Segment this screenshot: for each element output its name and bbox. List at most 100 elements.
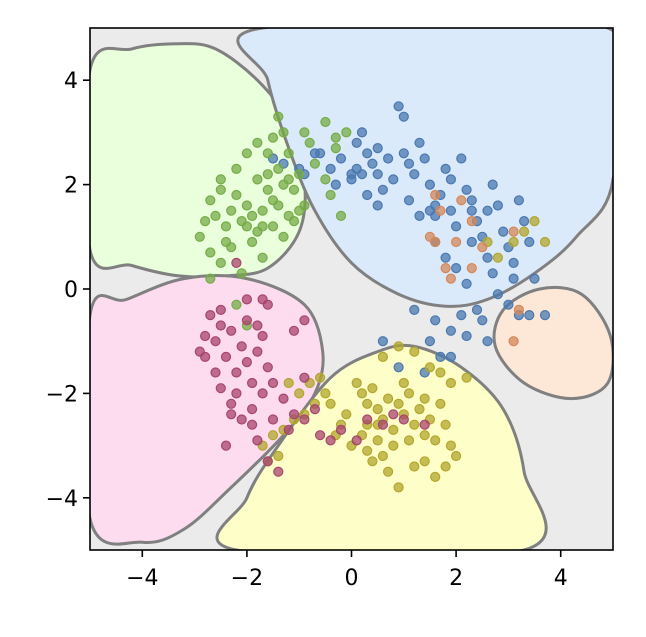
data-point-series-0 bbox=[356, 127, 368, 138]
data-point-series-4 bbox=[456, 195, 467, 206]
data-point-series-1 bbox=[236, 268, 247, 279]
x-tick-label: 4 bbox=[554, 566, 568, 591]
data-point-series-4 bbox=[430, 189, 441, 201]
data-point-series-0 bbox=[419, 153, 430, 164]
data-point-series-2 bbox=[388, 440, 399, 451]
data-point-series-1 bbox=[267, 221, 279, 232]
data-point-series-0 bbox=[330, 179, 341, 190]
data-point-series-2 bbox=[377, 351, 388, 362]
x-axis-ticks: −4 −2 0 2 4 bbox=[126, 550, 568, 591]
data-point-series-2 bbox=[508, 236, 519, 248]
data-point-series-3 bbox=[299, 414, 310, 425]
data-point-series-0 bbox=[451, 221, 462, 232]
data-point-series-1 bbox=[257, 221, 268, 232]
data-point-series-3 bbox=[288, 325, 300, 336]
data-point-series-3 bbox=[210, 336, 221, 347]
data-point-series-0 bbox=[335, 153, 347, 164]
data-point-series-0 bbox=[482, 205, 493, 216]
x-tick-label: 2 bbox=[449, 566, 463, 591]
data-point-series-0 bbox=[393, 101, 404, 112]
data-point-series-1 bbox=[283, 174, 294, 185]
data-point-series-1 bbox=[330, 143, 341, 154]
data-point-series-2 bbox=[393, 341, 404, 352]
data-point-series-3 bbox=[231, 388, 242, 399]
data-point-series-0 bbox=[477, 315, 488, 326]
y-tick-label: 4 bbox=[64, 69, 78, 94]
data-point-series-3 bbox=[398, 414, 409, 425]
data-point-series-4 bbox=[445, 273, 456, 284]
data-point-series-1 bbox=[226, 205, 237, 216]
data-point-series-0 bbox=[309, 148, 320, 159]
data-point-series-2 bbox=[430, 435, 441, 446]
data-point-series-0 bbox=[456, 310, 467, 321]
data-point-series-0 bbox=[456, 153, 467, 164]
data-point-series-2 bbox=[325, 398, 336, 409]
data-point-series-3 bbox=[210, 367, 221, 378]
data-point-series-4 bbox=[466, 216, 477, 227]
data-point-series-2 bbox=[367, 383, 378, 394]
data-point-series-3 bbox=[299, 315, 310, 326]
data-point-series-4 bbox=[513, 304, 525, 315]
data-point-series-0 bbox=[398, 148, 409, 159]
data-point-series-2 bbox=[419, 430, 430, 441]
region-blue bbox=[236, 28, 613, 308]
data-point-series-0 bbox=[346, 169, 357, 180]
data-point-series-0 bbox=[424, 336, 435, 347]
data-point-series-1 bbox=[262, 148, 273, 159]
data-point-series-2 bbox=[315, 372, 326, 383]
data-point-series-2 bbox=[403, 435, 415, 446]
data-point-series-3 bbox=[325, 435, 336, 446]
data-point-series-1 bbox=[304, 137, 315, 148]
data-point-series-3 bbox=[351, 435, 362, 446]
data-point-series-3 bbox=[262, 299, 273, 310]
data-point-series-2 bbox=[445, 440, 456, 451]
data-point-series-3 bbox=[288, 409, 300, 420]
data-point-series-1 bbox=[294, 205, 305, 216]
data-point-series-0 bbox=[466, 195, 477, 206]
data-point-series-1 bbox=[267, 132, 279, 143]
data-point-series-2 bbox=[383, 466, 394, 477]
data-points bbox=[194, 101, 551, 493]
data-point-series-2 bbox=[393, 482, 404, 493]
data-point-series-2 bbox=[362, 445, 373, 456]
data-point-series-3 bbox=[257, 330, 268, 342]
data-point-series-0 bbox=[372, 143, 383, 154]
data-point-series-2 bbox=[351, 377, 362, 389]
data-point-series-2 bbox=[383, 393, 394, 404]
data-point-series-1 bbox=[241, 221, 252, 232]
data-point-series-0 bbox=[377, 336, 388, 347]
data-point-series-1 bbox=[247, 236, 258, 248]
data-point-series-3 bbox=[247, 404, 258, 415]
data-point-series-0 bbox=[451, 263, 462, 274]
data-point-series-2 bbox=[409, 461, 420, 472]
data-point-series-0 bbox=[377, 184, 388, 195]
data-point-series-1 bbox=[278, 231, 289, 242]
data-point-series-1 bbox=[231, 163, 242, 174]
data-point-series-3 bbox=[278, 393, 289, 404]
data-point-series-0 bbox=[461, 184, 472, 195]
data-point-series-1 bbox=[288, 184, 300, 195]
data-point-series-2 bbox=[283, 377, 294, 389]
data-point-series-2 bbox=[529, 216, 540, 227]
data-point-series-1 bbox=[252, 174, 263, 185]
data-point-series-0 bbox=[403, 158, 415, 169]
data-point-series-0 bbox=[445, 325, 456, 336]
data-point-series-0 bbox=[466, 205, 477, 216]
data-point-series-3 bbox=[362, 414, 373, 425]
data-point-series-0 bbox=[492, 200, 503, 211]
x-tick-label: 0 bbox=[345, 566, 359, 591]
data-point-series-2 bbox=[362, 398, 373, 409]
data-point-series-3 bbox=[247, 419, 258, 430]
data-point-series-1 bbox=[241, 200, 252, 211]
data-point-series-0 bbox=[524, 236, 535, 248]
data-point-series-2 bbox=[320, 388, 331, 399]
data-point-series-3 bbox=[241, 315, 252, 326]
data-point-series-0 bbox=[482, 336, 493, 347]
data-point-series-3 bbox=[241, 357, 252, 368]
data-point-series-4 bbox=[430, 236, 441, 248]
data-point-series-0 bbox=[529, 273, 540, 284]
data-point-series-1 bbox=[215, 174, 226, 185]
data-point-series-1 bbox=[262, 169, 273, 180]
data-point-series-0 bbox=[414, 137, 425, 148]
data-point-series-1 bbox=[335, 210, 347, 221]
